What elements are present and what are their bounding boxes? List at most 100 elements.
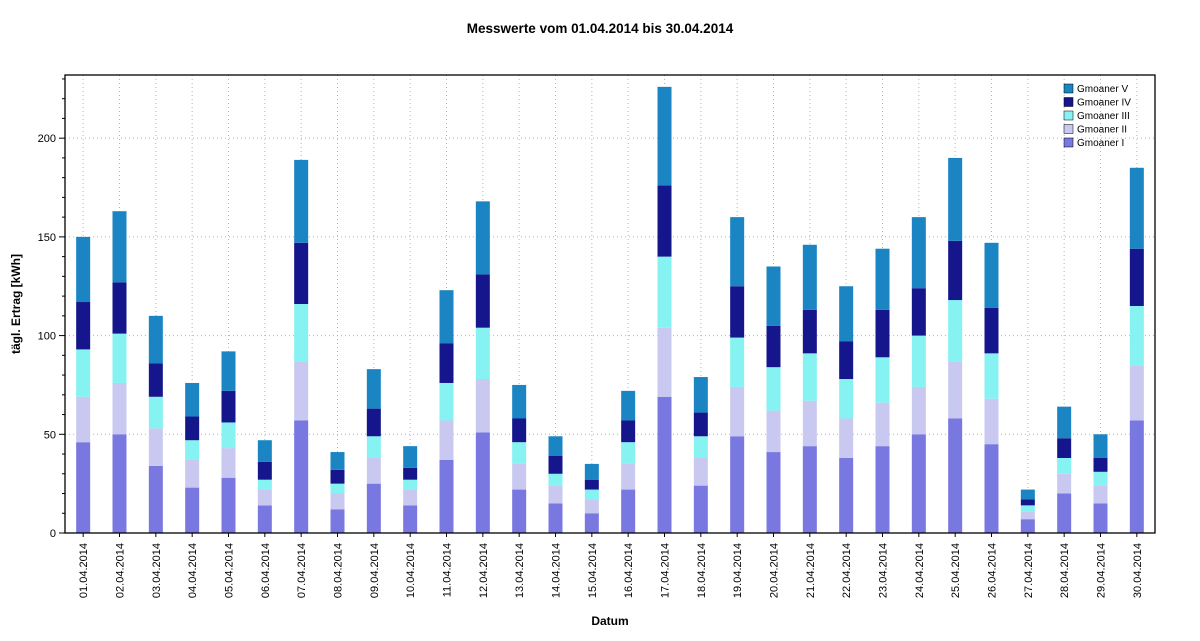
bar-segment-gmoaner-iv: [1093, 457, 1108, 472]
bar-segment-gmoaner-ii: [657, 327, 672, 397]
bar-segment-gmoaner-v: [584, 463, 599, 480]
bar-segment-gmoaner-iv: [802, 309, 817, 354]
bar-segment-gmoaner-iii: [802, 353, 817, 401]
x-tick-label: 26.04.2014: [987, 543, 999, 598]
bar-segment-gmoaner-v: [475, 201, 490, 275]
bar-segment-gmoaner-ii: [1057, 473, 1072, 494]
x-tick-label: 28.04.2014: [1059, 543, 1071, 598]
bar-segment-gmoaner-iv: [984, 307, 999, 354]
bar-segment-gmoaner-v: [657, 86, 672, 186]
y-tick-label: 50: [44, 429, 56, 441]
bar-segment-gmoaner-i: [1093, 503, 1108, 533]
bar-segment-gmoaner-ii: [475, 379, 490, 433]
bar-segment-gmoaner-iii: [76, 349, 91, 397]
bar-segment-gmoaner-i: [693, 485, 708, 533]
bar-segment-gmoaner-i: [766, 452, 781, 533]
bar-segment-gmoaner-ii: [584, 499, 599, 514]
bar-segment-gmoaner-iv: [548, 456, 563, 474]
bar-segment-gmoaner-ii: [330, 493, 345, 510]
bar-segment-gmoaner-ii: [1129, 365, 1144, 421]
bar-segment-gmoaner-iv: [730, 286, 745, 338]
bar-segment-gmoaner-i: [1129, 420, 1144, 533]
bar-segment-gmoaner-ii: [439, 420, 454, 460]
bar-segment-gmoaner-v: [875, 248, 890, 310]
bar-segment-gmoaner-v: [911, 217, 926, 289]
bar-segment-gmoaner-iii: [693, 436, 708, 458]
bar-segment-gmoaner-i: [439, 459, 454, 533]
bar-segment-gmoaner-iv: [512, 418, 527, 443]
bar-segment-gmoaner-ii: [621, 463, 636, 490]
bar-segment-gmoaner-iii: [621, 442, 636, 464]
bar-segment-gmoaner-i: [330, 509, 345, 533]
x-tick-label: 01.04.2014: [78, 543, 90, 598]
bar-segment-gmoaner-iv: [294, 242, 309, 304]
bar-segment-gmoaner-ii: [112, 382, 127, 435]
legend-label: Gmoaner V: [1077, 84, 1128, 95]
bar-segment-gmoaner-v: [1093, 434, 1108, 458]
x-tick-label: 04.04.2014: [187, 543, 199, 598]
bar-segment-gmoaner-ii: [148, 428, 163, 466]
plot-frame: [64, 74, 1156, 534]
y-axis-ticks: 0 50 100 150 200: [38, 78, 65, 540]
bar-segment-gmoaner-v: [257, 440, 272, 462]
bar-segment-gmoaner-iii: [294, 304, 309, 362]
bar-segment-gmoaner-i: [185, 487, 200, 533]
bar-segment-gmoaner-i: [294, 420, 309, 533]
bar-segment-gmoaner-iii: [403, 479, 418, 490]
bar-segment-gmoaner-iii: [439, 382, 454, 421]
x-tick-label: 19.04.2014: [732, 543, 744, 598]
bar-segment-gmoaner-iii: [584, 489, 599, 500]
bar-segment-gmoaner-v: [76, 236, 91, 303]
bar-segment-gmoaner-iv: [621, 420, 636, 443]
x-tick-label: 17.04.2014: [660, 543, 672, 598]
bar-segment-gmoaner-iv: [330, 469, 345, 484]
bar-segment-gmoaner-iv: [875, 309, 890, 358]
bar-segment-gmoaner-ii: [185, 459, 200, 488]
bar-segment-gmoaner-iv: [839, 341, 854, 380]
bar-segment-gmoaner-ii: [403, 489, 418, 506]
bar-segment-gmoaner-v: [294, 159, 309, 243]
x-tick-label: 16.04.2014: [623, 543, 635, 598]
x-tick-label: 11.04.2014: [442, 543, 454, 597]
bar-segment-gmoaner-iv: [911, 288, 926, 336]
bar-segment-gmoaner-iv: [948, 240, 963, 301]
bar-segment-gmoaner-iv: [1129, 248, 1144, 306]
bar-segment-gmoaner-i: [621, 489, 636, 533]
bar-segment-gmoaner-iii: [475, 327, 490, 380]
bar-segment-gmoaner-iii: [948, 300, 963, 362]
bar-segment-gmoaner-v: [839, 286, 854, 342]
bar-segment-gmoaner-ii: [76, 396, 91, 443]
legend-swatch-gmoaner-ii: [1063, 124, 1074, 134]
bar-segment-gmoaner-v: [766, 266, 781, 326]
bar-segment-gmoaner-iii: [984, 353, 999, 399]
bar-segment-gmoaner-v: [1129, 167, 1144, 249]
bar-segment-gmoaner-iv: [112, 282, 127, 334]
bar-segment-gmoaner-iii: [112, 333, 127, 383]
x-tick-label: 03.04.2014: [151, 543, 163, 598]
bar-segment-gmoaner-v: [693, 377, 708, 413]
bar-segment-gmoaner-iii: [148, 396, 163, 429]
bar-segment-gmoaner-i: [475, 432, 490, 533]
bar-segment-gmoaner-v: [730, 217, 745, 287]
x-tick-label: 05.04.2014: [224, 543, 236, 598]
legend-swatch-gmoaner-iv: [1063, 97, 1074, 107]
x-tick-label: 27.04.2014: [1023, 543, 1035, 598]
bar-segment-gmoaner-i: [984, 444, 999, 533]
x-tick-label: 13.04.2014: [514, 543, 526, 598]
bar-segment-gmoaner-ii: [730, 386, 745, 437]
bar-segment-gmoaner-i: [948, 418, 963, 533]
bar-segment-gmoaner-i: [148, 465, 163, 533]
bar-segment-gmoaner-ii: [257, 489, 272, 506]
y-tick-label: 150: [38, 232, 56, 244]
x-tick-label: 24.04.2014: [914, 543, 926, 598]
bar-segment-gmoaner-i: [112, 434, 127, 533]
bar-segment-gmoaner-i: [875, 446, 890, 533]
bar-segment-gmoaner-v: [221, 351, 236, 391]
bar-segment-gmoaner-iii: [839, 379, 854, 419]
legend-swatch-gmoaner-v: [1063, 83, 1074, 94]
x-tick-label: 14.04.2014: [551, 543, 563, 598]
x-tick-label: 09.04.2014: [369, 543, 381, 598]
bar-segment-gmoaner-v: [984, 242, 999, 308]
bar-segment-gmoaner-v: [1057, 406, 1072, 439]
